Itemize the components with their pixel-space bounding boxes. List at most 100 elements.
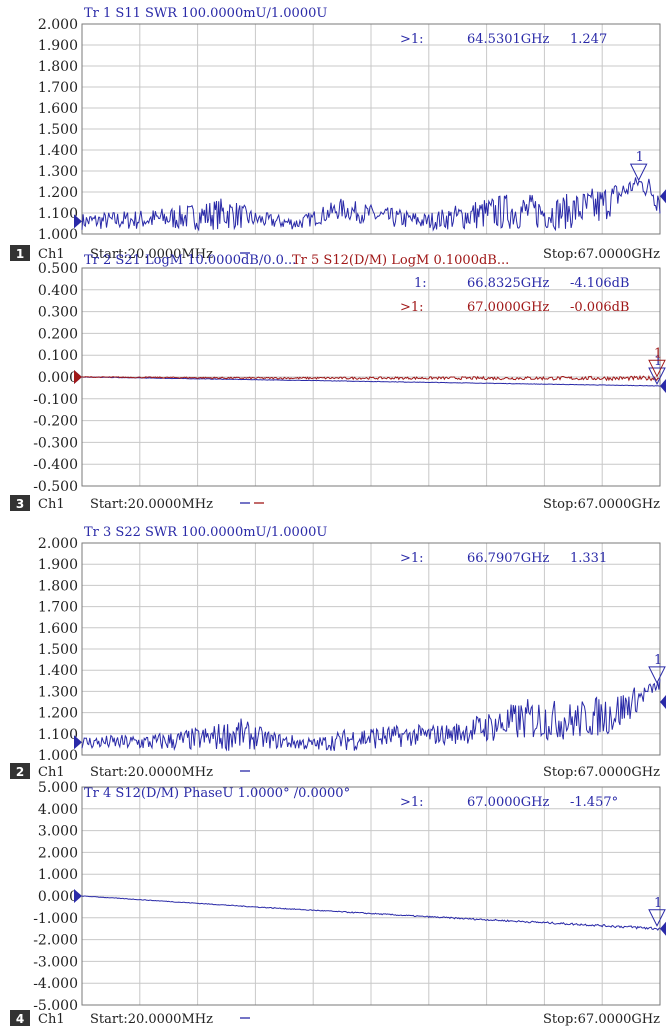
- trace-2: [81, 374, 661, 382]
- channel-number: 1: [16, 247, 24, 261]
- reference-level-arrow: [74, 889, 82, 903]
- y-tick-label: 1.700: [38, 80, 78, 96]
- y-tick-label: 0.100: [38, 348, 78, 364]
- marker-readout-value: -4.106dB: [570, 276, 629, 291]
- channel-label: Ch1: [38, 1012, 65, 1027]
- y-tick-label: 1.600: [38, 621, 78, 637]
- y-tick-label: 1.400: [38, 143, 78, 159]
- y-tick-label: 2.000: [38, 845, 78, 861]
- y-tick-label: 1.000: [38, 867, 78, 883]
- trace-header: Tr 3 S22 SWR 100.0000mU/1.0000U: [84, 525, 327, 540]
- y-tick-label: 1.600: [38, 101, 78, 117]
- y-tick-label: 1.800: [38, 59, 78, 75]
- trace-header: Tr 2 S21 LogM 10.0000dB/0.0...: [84, 253, 296, 268]
- trace-header: Tr 4 S12(D/M) PhaseU 1.0000° /0.0000°: [84, 786, 350, 801]
- y-tick-label: 0.300: [38, 305, 78, 321]
- y-tick-label: -5.000: [33, 998, 78, 1014]
- y-tick-label: 2.000: [38, 17, 78, 33]
- y-tick-label: 1.200: [38, 706, 78, 722]
- channel-number-badge[interactable]: [10, 495, 30, 511]
- chart-panel-4: 5.000 4.000 3.000 2.000 1.000 0.000 -1.000 -2.0…: [10, 780, 666, 1027]
- marker-readout-index: 1:: [414, 276, 427, 291]
- scale-arrow-right: [660, 921, 666, 936]
- y-tick-label: 1.300: [38, 684, 78, 700]
- channel-label: Ch1: [38, 497, 65, 512]
- marker-readout-frequency: 64.5301GHz: [467, 32, 549, 47]
- channel-number: 3: [16, 497, 24, 511]
- stop-frequency: Stop:67.0000GHz: [543, 765, 660, 780]
- y-tick-label: -4.000: [33, 976, 78, 992]
- scale-arrow-right: [660, 378, 666, 393]
- channel-number-badge[interactable]: [10, 1010, 30, 1026]
- channel-label: Ch1: [38, 247, 65, 262]
- start-frequency: Start:20.0000MHz: [90, 765, 213, 780]
- trace-1: [81, 177, 661, 232]
- marker-readout-index: >1:: [400, 551, 424, 566]
- marker-readout-value: 1.331: [570, 551, 607, 566]
- trace-1: [81, 895, 661, 931]
- marker-triangle: [648, 666, 666, 684]
- y-tick-label: 1.100: [38, 206, 78, 222]
- plot-frame: [81, 542, 661, 756]
- y-tick-label: 4.000: [38, 802, 78, 818]
- marker-triangle: [648, 367, 666, 386]
- marker-number: 1: [636, 150, 644, 165]
- marker-readout-value: -0.006dB: [570, 300, 629, 315]
- y-tick-label: 1.700: [38, 600, 78, 616]
- y-tick-label: 1.500: [38, 642, 78, 658]
- stop-frequency: Stop:67.0000GHz: [543, 1012, 660, 1027]
- y-tick-label: 1.000: [38, 748, 78, 764]
- scale-arrow-right: [660, 695, 666, 709]
- y-tick-label: -3.000: [33, 954, 78, 970]
- chart-panel-3: 2.000 1.900 1.800 1.700 1.600 1.500 1.400 1.300…: [10, 525, 666, 780]
- stop-frequency: Stop:67.0000GHz: [543, 497, 660, 512]
- channel-label: Ch1: [38, 765, 65, 780]
- marker-number: 1: [654, 346, 662, 361]
- y-tick-label: 1.900: [38, 557, 78, 573]
- start-frequency: Start:20.0000MHz: [90, 247, 213, 262]
- marker-number: 1: [654, 896, 662, 911]
- marker-triangle: [648, 909, 666, 927]
- scale-arrow-right: [660, 189, 666, 204]
- y-tick-label: 5.000: [38, 780, 78, 796]
- marker-readout-index: >1:: [400, 795, 424, 810]
- marker-number: 1: [654, 354, 662, 369]
- y-tick-label: 3.000: [38, 824, 78, 840]
- y-tick-label: 2.000: [38, 536, 78, 552]
- y-tick-label: 1.100: [38, 727, 78, 743]
- y-tick-label: 1.500: [38, 122, 78, 138]
- marker-number: 1: [654, 653, 662, 668]
- trace-header: Tr 5 S12(D/M) LogM 0.1000dB...: [292, 253, 509, 268]
- marker-readout-value: -1.457°: [570, 795, 618, 810]
- y-tick-label: 1.000: [38, 227, 78, 243]
- y-tick-label: -0.200: [33, 414, 78, 430]
- marker-readout-value: 1.247: [570, 32, 607, 47]
- stop-frequency: Stop:67.0000GHz: [543, 247, 660, 262]
- plot-frame: [81, 23, 661, 235]
- y-tick-label: -2.000: [33, 933, 78, 949]
- channel-number-badge[interactable]: [10, 245, 30, 261]
- y-tick-label: -0.500: [33, 479, 78, 495]
- channel-number: 2: [16, 765, 24, 779]
- y-tick-label: 1.800: [38, 578, 78, 594]
- marker-readout-index: >1:: [400, 32, 424, 47]
- reference-level-arrow: [74, 735, 82, 750]
- y-tick-label: 1.200: [38, 185, 78, 201]
- y-tick-label: 0.200: [38, 326, 78, 342]
- channel-number-badge[interactable]: [10, 763, 30, 779]
- trace-1: [81, 376, 661, 387]
- marker-readout-frequency: 66.8325GHz: [467, 276, 549, 291]
- chart-panel-2: 0.500 0.400 0.300 0.200 0.100 0.000 -0.100 -0.2…: [10, 253, 666, 512]
- chart-panel-1: 2.000 1.900 1.800 1.700 1.600 1.500 1.400 1.300…: [10, 6, 666, 262]
- marker-triangle: [648, 359, 666, 378]
- start-frequency: Start:20.0000MHz: [90, 497, 213, 512]
- trace-1: [81, 679, 661, 752]
- marker-readout-frequency: 66.7907GHz: [467, 551, 549, 566]
- marker-readout-frequency: 67.0000GHz: [467, 795, 549, 810]
- channel-number: 4: [16, 1012, 24, 1026]
- y-tick-label: -1.000: [33, 911, 78, 927]
- y-tick-label: 1.400: [38, 663, 78, 679]
- start-frequency: Start:20.0000MHz: [90, 1012, 213, 1027]
- y-tick-label: -0.100: [33, 392, 78, 408]
- y-tick-label: -0.400: [33, 457, 78, 473]
